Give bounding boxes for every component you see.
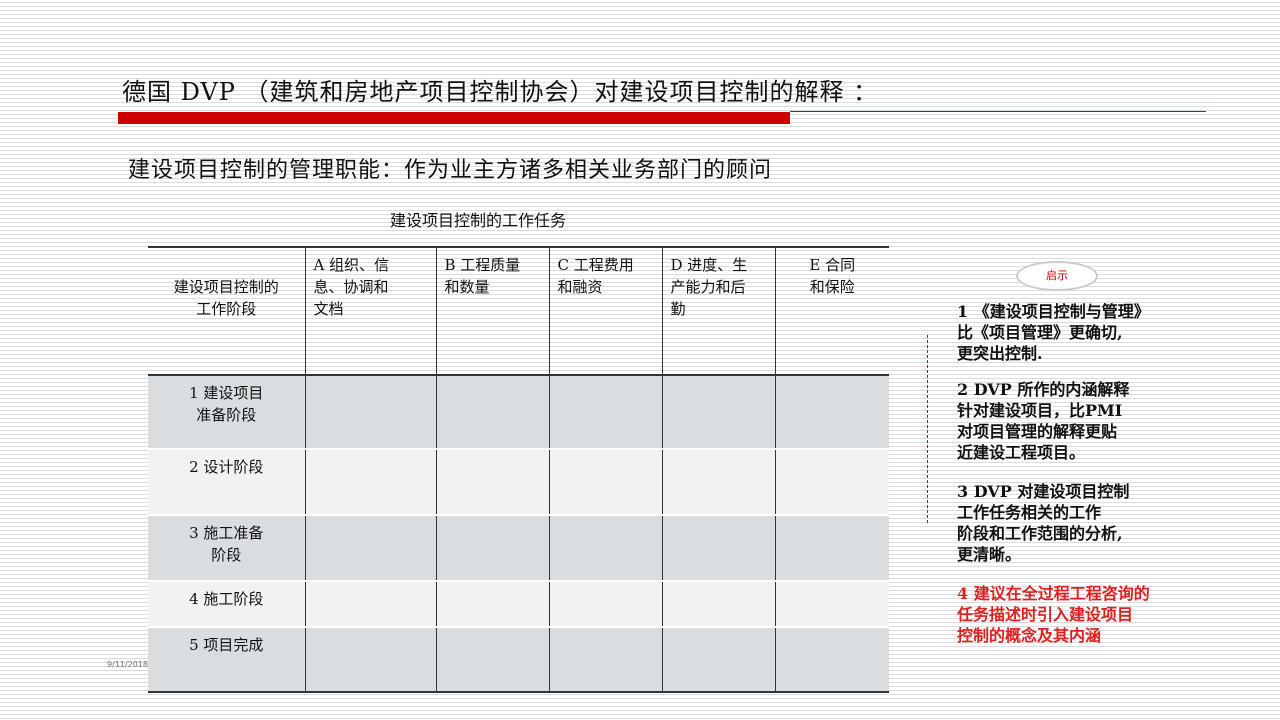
table-caption: 建设项目控制的工作任务 — [390, 211, 567, 230]
row-label: 5 项目完成 — [189, 636, 264, 654]
header-d: D 进度、生 产能力和后 勤 — [661, 247, 775, 375]
table-row: 1 建设项目 准备阶段 — [148, 375, 889, 449]
header-b: B 工程质量 和数量 — [435, 247, 549, 375]
header-e: E 合同 和保险 — [774, 247, 889, 375]
insight-note-3: 3 DVP 对建设项目控制 工作任务相关的工作 阶段和工作范围的分析, 更清晰。 — [957, 482, 1130, 564]
dashed-divider — [927, 335, 928, 523]
slide-date: 9/11/2018 — [107, 660, 149, 669]
insight-note-4: 4 建议在全过程工程咨询的 任务描述时引入建设项目 控制的概念及其内涵 — [957, 584, 1150, 645]
table-row: 3 施工准备 阶段 — [148, 515, 889, 581]
slide-subtitle: 建设项目控制的管理职能：作为业主方诸多相关业务部门的顾问 — [128, 158, 773, 183]
slide-title: 德国 DVP （建筑和房地产项目控制协会）对建设项目控制的解释 ： — [122, 78, 879, 106]
row-label: 2 设计阶段 — [189, 458, 264, 476]
table-row: 4 施工阶段 — [148, 581, 889, 627]
insight-note-1: 1 《建设项目控制与管理》 比《项目管理》更确切, 更突出控制. — [957, 302, 1150, 363]
table-row: 2 设计阶段 — [148, 449, 889, 515]
header-stage: 建设项目控制的 工作阶段 — [173, 278, 279, 318]
table-row: 5 项目完成 — [148, 627, 889, 692]
table-header-row: 建设项目控制的 工作阶段 A 组织、信 息、协调和 文档 B 工程质量 和数量 … — [148, 247, 889, 375]
insight-note-2: 2 DVP 所作的内涵解释 针对建设项目，比PMI 对项目管理的解释更贴 近建设… — [957, 380, 1130, 462]
row-label: 3 施工准备 阶段 — [189, 524, 264, 564]
header-a: A 组织、信 息、协调和 文档 — [304, 247, 436, 375]
header-c: C 工程费用 和融资 — [548, 247, 662, 375]
title-red-line — [790, 111, 1206, 112]
insight-label-oval: 启示 — [1016, 261, 1098, 291]
title-red-bar — [118, 112, 790, 124]
row-label: 4 施工阶段 — [189, 590, 264, 608]
task-table: 建设项目控制的 工作阶段 A 组织、信 息、协调和 文档 B 工程质量 和数量 … — [148, 246, 889, 693]
row-label: 1 建设项目 准备阶段 — [189, 384, 264, 424]
